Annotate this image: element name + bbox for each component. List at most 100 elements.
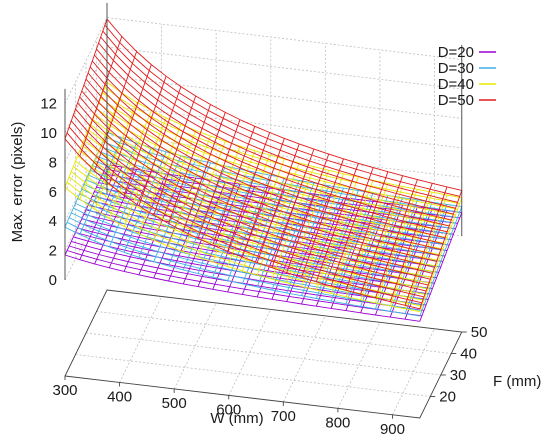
surface-mesh-line (108, 110, 152, 219)
x-tick-label: 300 (52, 382, 77, 399)
tick-layer: 0 2 4 6 8 10 12 300 400 500 600 700 800 900 20 30 40 50 (40, 96, 487, 436)
legend-item: D=30 (438, 60, 496, 77)
surface-mesh-line (271, 148, 315, 268)
surface-mesh-line (360, 175, 404, 295)
surface-mesh-line (108, 64, 152, 185)
z-gridline (64, 75, 462, 163)
surface-mesh-line (94, 51, 138, 172)
x-tick-label: 700 (271, 408, 296, 425)
surface-mesh-line (153, 95, 197, 216)
surface-mesh-line (315, 163, 359, 282)
surface-mesh-line (374, 206, 418, 316)
surface-mesh-line (79, 36, 123, 157)
x-tick-label: 400 (107, 388, 132, 405)
surface-mesh-line (168, 135, 211, 247)
surface-mesh-line (286, 153, 330, 273)
surface-mesh-line (315, 190, 359, 299)
legend-item: D=20 (438, 44, 496, 61)
surface-mesh-line (168, 180, 211, 282)
surface-mesh-line (271, 193, 315, 300)
z-tick-label: 8 (49, 154, 57, 171)
y-tick-label: 20 (439, 388, 456, 405)
z-gridline (64, 46, 462, 134)
surface-mesh-line (123, 173, 167, 272)
y-tick-label: 40 (460, 345, 477, 362)
surface-mesh-line (419, 190, 463, 309)
surface-mesh-line (227, 154, 271, 267)
x-tick-label: 500 (162, 395, 187, 412)
surface-mesh-line (212, 126, 256, 246)
legend-label: D=30 (438, 60, 474, 77)
z-tick-label: 10 (40, 125, 57, 142)
floor-gridline (119, 296, 162, 383)
surface-mesh-line (227, 132, 271, 252)
surface-mesh-line (138, 86, 182, 206)
surface-D-50 (64, 18, 463, 310)
surface-mesh-line (360, 186, 404, 300)
surface-mesh-line (419, 212, 463, 322)
surface-mesh-line (182, 165, 226, 271)
surface-mesh-line (271, 182, 315, 291)
z-gridline (64, 17, 462, 104)
surface-mesh-line (419, 206, 463, 317)
y-tick-label: 50 (471, 324, 488, 341)
x-tick-label: 900 (380, 421, 405, 436)
z-axis-label: Max. error (pixels) (9, 122, 26, 243)
floor-gridline (337, 322, 381, 409)
z-gridline (64, 193, 462, 281)
surface-mesh-line (94, 102, 138, 210)
surface-D-30 (64, 131, 463, 317)
surface-mesh-line (345, 171, 389, 291)
surface-mesh-line (241, 138, 285, 258)
surface-mesh-line (138, 124, 182, 234)
y-tick-label: 30 (450, 367, 467, 384)
z-gridline (64, 164, 462, 251)
z-tick-label: 4 (49, 213, 57, 230)
surface-mesh-line (271, 166, 315, 280)
surface-mesh-line (241, 158, 285, 272)
x-tick-label: 600 (216, 401, 241, 418)
surface-mesh-line (123, 76, 167, 196)
surface-mesh-line (182, 141, 226, 252)
z-tick-label: 6 (49, 184, 57, 201)
legend-label: D=50 (438, 92, 474, 109)
surface-mesh-line (227, 174, 271, 281)
surface-mesh-line (389, 183, 433, 302)
surface-mesh-line (64, 18, 108, 140)
y-axis-label: F (mm) (493, 373, 541, 390)
z-tick-label: 12 (40, 96, 57, 113)
floor-gridline (75, 354, 431, 397)
floor-gridline (85, 332, 441, 376)
z-gridline (64, 105, 462, 192)
legend-label: D=20 (438, 44, 474, 61)
surface-mesh-line (374, 179, 418, 299)
legend-item: D=50 (438, 92, 496, 109)
z-tick-label: 2 (49, 243, 57, 260)
legend-label: D=40 (438, 76, 474, 93)
surface-mesh-line (256, 143, 300, 263)
x-axis-label: W (mm) (210, 410, 263, 427)
surface-mesh-line (123, 117, 167, 227)
surface-mesh-line (330, 167, 374, 287)
floor-gridline (282, 315, 326, 403)
x-tick-label: 800 (325, 414, 350, 431)
floor-gridline (96, 311, 452, 354)
surface-mesh-line (197, 119, 241, 239)
surface-mesh-line (94, 142, 138, 242)
surface-mesh-line (301, 158, 344, 278)
surface-mesh-line (106, 18, 462, 191)
surface-mesh-line (301, 173, 344, 287)
surface-mesh-line (404, 186, 448, 306)
surface-mesh-line (241, 177, 285, 284)
z-gridline (64, 134, 462, 222)
legend: D=20 D=30 D=40 D=50 (438, 44, 496, 109)
z-tick-label: 0 (49, 272, 57, 289)
surface-mesh-line (182, 112, 226, 232)
surface-layer (64, 18, 463, 322)
surface-mesh-line (138, 175, 182, 275)
surface-mesh-line (404, 194, 448, 309)
surface-mesh-line (168, 104, 211, 224)
surface-mesh-line (419, 197, 463, 312)
surface-mesh-line (330, 180, 374, 294)
